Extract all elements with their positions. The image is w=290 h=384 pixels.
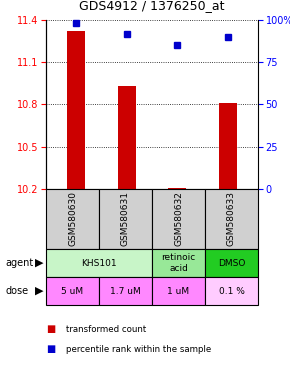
Bar	[152, 277, 205, 305]
Bar	[219, 103, 237, 189]
Text: GSM580630: GSM580630	[68, 192, 77, 247]
Text: GSM580632: GSM580632	[174, 192, 183, 247]
Text: GSM580633: GSM580633	[227, 192, 236, 247]
Bar	[68, 31, 85, 189]
Text: 0.1 %: 0.1 %	[219, 286, 244, 296]
Bar	[118, 86, 136, 189]
Text: ■: ■	[46, 324, 55, 334]
Text: GDS4912 / 1376250_at: GDS4912 / 1376250_at	[79, 0, 225, 12]
Text: agent: agent	[6, 258, 34, 268]
Bar	[205, 189, 258, 249]
Bar	[99, 189, 152, 249]
Text: GSM580631: GSM580631	[121, 192, 130, 247]
Text: ■: ■	[46, 344, 55, 354]
Bar	[205, 277, 258, 305]
Bar	[152, 249, 205, 277]
Text: 1.7 uM: 1.7 uM	[110, 286, 141, 296]
Text: DMSO: DMSO	[218, 258, 245, 268]
Text: KHS101: KHS101	[81, 258, 117, 268]
Bar	[205, 249, 258, 277]
Text: ▶: ▶	[35, 258, 44, 268]
Bar	[46, 249, 152, 277]
Text: dose: dose	[6, 286, 29, 296]
Bar	[46, 189, 99, 249]
Bar	[168, 188, 186, 189]
Text: retinoic
acid: retinoic acid	[161, 253, 196, 273]
Bar	[152, 189, 205, 249]
Text: 5 uM: 5 uM	[61, 286, 84, 296]
Bar	[46, 277, 99, 305]
Text: percentile rank within the sample: percentile rank within the sample	[66, 344, 211, 354]
Text: ▶: ▶	[35, 286, 44, 296]
Bar	[99, 277, 152, 305]
Text: 1 uM: 1 uM	[167, 286, 190, 296]
Text: transformed count: transformed count	[66, 324, 146, 333]
